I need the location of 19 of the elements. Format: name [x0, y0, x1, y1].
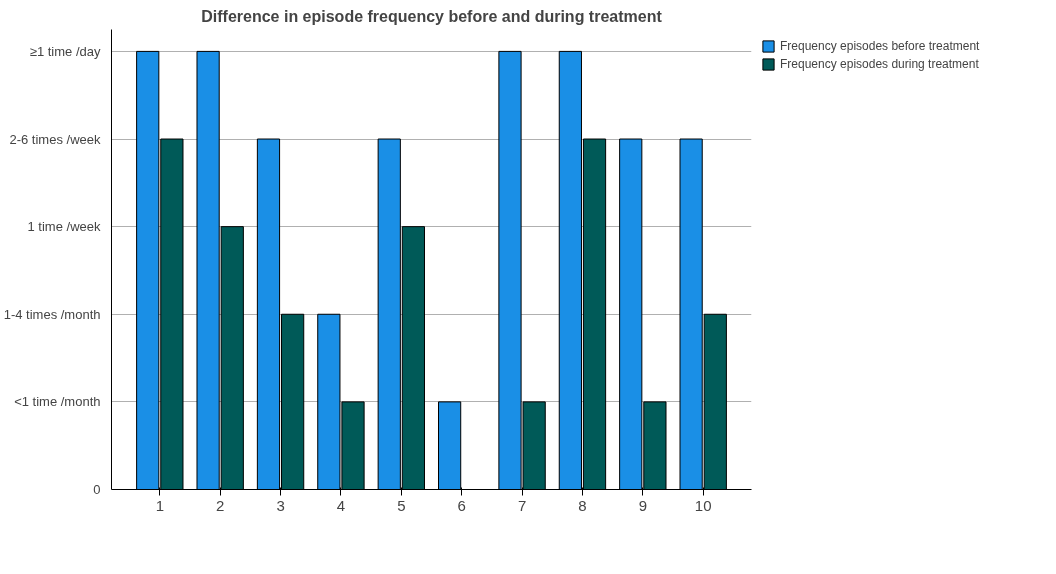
text: 1 time /week: [27, 219, 101, 235]
x-tick-label: 7: [517, 496, 527, 514]
legend-label: Frequency episodes during treatment: [780, 57, 979, 71]
text: 1-4 times /month: [3, 306, 101, 322]
text: <1 time /month: [14, 394, 101, 410]
chart-title: Difference in episode frequency before and during treatment: [201, 7, 663, 25]
legend-label: Frequency episodes before treatment: [780, 39, 980, 53]
x-tick-label: 10: [694, 496, 712, 514]
x-tick-label: 2: [216, 496, 225, 514]
text: ≥1 time /day: [29, 43, 101, 59]
text: 2-6 times /week: [9, 131, 101, 147]
x-tick-label: 1: [155, 496, 164, 514]
x-tick-label: 3: [276, 496, 285, 514]
x-tick-label: 6: [457, 496, 466, 514]
x-tick-label: 8: [578, 496, 587, 514]
text: 0: [93, 482, 101, 497]
x-tick-label: 4: [336, 496, 346, 514]
x-tick-label: 5: [397, 496, 406, 514]
x-tick-label: 9: [638, 496, 647, 514]
